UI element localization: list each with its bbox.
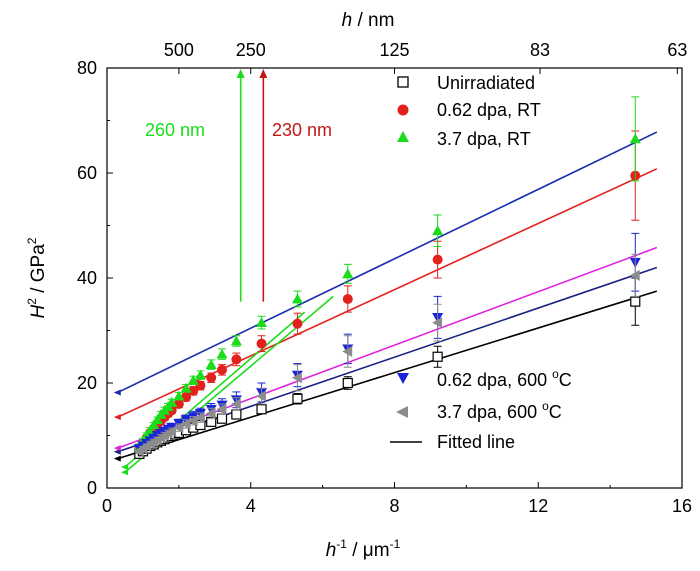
- top-axis-title: h / nm: [342, 10, 395, 31]
- data-point: [256, 338, 267, 349]
- data-point: [166, 396, 178, 407]
- legend-bottom: 0.62 dpa, 600 oC 3.7 dpa, 600 oC Fitted …: [390, 367, 572, 452]
- fit-line-end-2: [113, 445, 121, 452]
- y-axis-title: H2 / GPa2: [25, 237, 49, 318]
- top-tick-label: 125: [379, 40, 409, 60]
- data-point: [256, 404, 267, 415]
- axes: 0 4 8 12 16 0 20 40 60 80 500 250 125 83 63: [77, 40, 692, 516]
- data-point: [292, 393, 303, 404]
- annotation-label-0: 260 nm: [145, 120, 205, 140]
- legend-top: Unirradiated 0.62 dpa, RT 3.7 dpa, RT: [397, 73, 541, 149]
- data-point: [342, 294, 353, 304]
- x-tick-label: 0: [102, 496, 112, 516]
- data-point: [194, 369, 206, 380]
- top-tick-label: 500: [164, 40, 194, 60]
- y-tick-label: 20: [77, 373, 97, 393]
- data-point: [217, 364, 227, 375]
- y-tick-label: 60: [77, 163, 97, 183]
- y-tick-label: 80: [77, 58, 97, 78]
- data-point: [342, 268, 354, 279]
- x-axis-title: h-1 / μm-1: [326, 537, 401, 561]
- data-point: [205, 407, 216, 419]
- fit-line-4: [117, 131, 658, 394]
- fit-line-end-6: [120, 464, 128, 470]
- legend-label-unirradiated: Unirradiated: [437, 73, 535, 93]
- data-point: [151, 414, 163, 425]
- data-point: [256, 390, 266, 402]
- data-point: [188, 385, 199, 396]
- legend-label-37-600: 3.7 dpa, 600 oC: [437, 399, 562, 422]
- annotations: 260 nm 230 nm: [145, 69, 332, 302]
- data-point: [630, 296, 641, 307]
- data-point: [216, 403, 227, 415]
- data-point: [231, 354, 242, 365]
- data-point: [216, 348, 228, 359]
- data-point: [432, 225, 444, 236]
- legend-marker-37-600: [396, 406, 408, 418]
- data-point: [432, 351, 443, 362]
- data-point: [230, 335, 242, 346]
- x-tick-label: 16: [672, 496, 692, 516]
- legend-marker-062-600: [397, 373, 409, 384]
- x-tick-label: 8: [389, 496, 399, 516]
- legend-marker-unirradiated: [397, 76, 409, 88]
- data-point: [180, 418, 191, 430]
- x-tick-label: 12: [528, 496, 548, 516]
- data-point: [166, 425, 177, 437]
- data-point: [205, 359, 217, 370]
- data-point: [206, 372, 217, 383]
- data-point: [230, 398, 241, 410]
- top-tick-label: 250: [236, 40, 266, 60]
- legend-label-37-rt: 3.7 dpa, RT: [437, 129, 531, 149]
- y-tick-label: 0: [87, 478, 97, 498]
- data-point: [194, 412, 205, 424]
- data-point: [187, 374, 199, 385]
- data-point: [629, 133, 641, 144]
- data-point: [231, 409, 242, 420]
- series-3-7-dpa-600-c: [133, 253, 640, 457]
- top-tick-label: 63: [667, 40, 687, 60]
- data-point: [432, 317, 443, 329]
- fit-line-3: [117, 168, 658, 418]
- data-point: [629, 269, 640, 281]
- x-tick-label: 4: [246, 496, 256, 516]
- data-points: [133, 96, 641, 459]
- legend-label-062-rt: 0.62 dpa, RT: [437, 100, 541, 120]
- legend-marker-37-rt: [397, 131, 409, 142]
- data-point: [187, 415, 198, 427]
- data-point: [342, 346, 353, 357]
- annotation-arrowhead-1: [259, 69, 268, 78]
- series-3-7-dpa-rt: [133, 96, 641, 451]
- fit-line-0: [117, 290, 658, 460]
- y-tick-label: 40: [77, 268, 97, 288]
- data-point: [148, 419, 160, 430]
- annotation-label-1: 230 nm: [272, 120, 332, 140]
- top-tick-label: 83: [530, 40, 550, 60]
- fit-line-end-5: [120, 469, 128, 476]
- data-point: [432, 254, 443, 265]
- fit-line-end-4: [113, 389, 121, 396]
- data-point: [173, 390, 185, 401]
- data-point: [291, 372, 302, 384]
- data-point: [342, 377, 353, 389]
- data-point: [291, 293, 303, 304]
- fit-line-end-0: [113, 455, 121, 462]
- data-point: [216, 413, 228, 424]
- legend-label-fitted-line: Fitted line: [437, 432, 515, 452]
- data-point: [173, 422, 184, 434]
- legend-label-062-600: 0.62 dpa, 600 oC: [437, 367, 572, 390]
- data-point: [292, 318, 303, 329]
- data-point: [180, 382, 192, 393]
- data-point: [256, 317, 268, 328]
- fit-line-end-3: [113, 414, 121, 421]
- legend-marker-062-rt: [397, 104, 409, 116]
- annotation-arrowhead-0: [236, 69, 245, 78]
- data-point: [195, 380, 206, 391]
